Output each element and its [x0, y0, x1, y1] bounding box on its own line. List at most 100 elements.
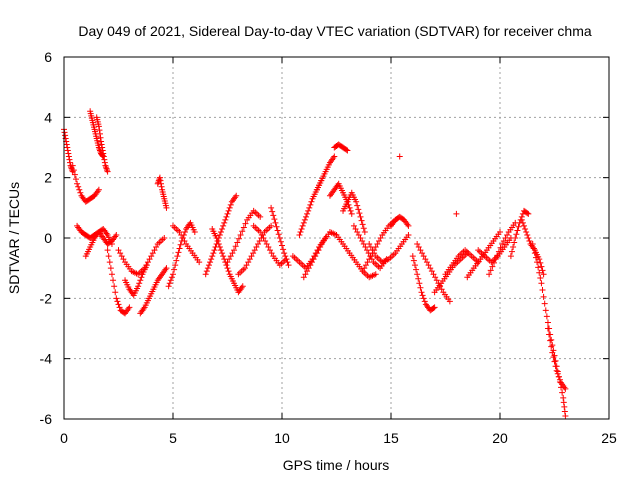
data-point — [245, 259, 252, 266]
data-point — [223, 262, 230, 269]
data-point — [272, 219, 279, 226]
data-point — [307, 262, 314, 269]
data-point — [226, 256, 233, 263]
data-point — [108, 271, 115, 278]
data-point — [250, 250, 257, 257]
data-point — [535, 264, 542, 271]
data-point — [301, 216, 308, 223]
series-track-ap — [518, 216, 547, 278]
data-point — [413, 266, 420, 273]
data-point — [300, 219, 307, 226]
data-point — [166, 280, 173, 287]
data-point — [532, 254, 539, 261]
series-track-ak — [453, 210, 460, 217]
data-point — [77, 189, 84, 196]
data-point — [362, 262, 369, 269]
data-point — [548, 343, 555, 350]
x-tick-label: 15 — [383, 430, 399, 446]
data-point — [534, 259, 541, 266]
data-point — [175, 249, 182, 256]
data-point — [171, 266, 178, 273]
data-point — [526, 238, 533, 245]
data-point — [174, 253, 181, 260]
data-point — [64, 144, 71, 151]
data-point — [520, 222, 527, 229]
data-point — [104, 247, 111, 254]
data-point — [224, 210, 231, 217]
data-point — [204, 265, 211, 272]
data-point — [433, 277, 440, 284]
series-track-ao — [507, 207, 532, 260]
data-point — [74, 180, 81, 187]
data-point — [205, 262, 212, 269]
data-point — [508, 248, 515, 255]
data-point — [343, 146, 350, 153]
data-point — [260, 235, 267, 241]
series-track-af — [396, 153, 403, 160]
data-point — [69, 162, 76, 169]
data-point — [359, 268, 366, 275]
data-point — [354, 228, 361, 235]
data-point — [64, 147, 71, 154]
data-point — [522, 225, 529, 232]
data-point — [428, 268, 435, 275]
data-point — [425, 262, 432, 269]
data-point — [417, 247, 424, 254]
data-point — [430, 305, 437, 312]
data-point — [538, 280, 545, 287]
data-point — [446, 298, 453, 305]
data-point — [494, 252, 501, 259]
data-point — [396, 153, 403, 160]
data-point — [231, 247, 238, 254]
series-track-aq — [529, 241, 569, 419]
data-point — [63, 141, 70, 148]
data-point — [362, 244, 369, 251]
data-point — [107, 265, 114, 272]
y-tick-label: 6 — [44, 49, 52, 65]
data-point — [315, 247, 322, 254]
data-point — [202, 271, 209, 278]
data-point — [71, 171, 78, 178]
data-point — [223, 213, 230, 220]
data-point — [547, 337, 554, 344]
data-point — [562, 385, 569, 392]
data-point — [173, 257, 180, 264]
data-point — [106, 259, 113, 266]
data-point — [177, 241, 184, 248]
data-point — [305, 265, 312, 272]
data-point — [410, 257, 417, 264]
data-point — [217, 228, 224, 235]
data-point — [419, 250, 426, 257]
data-point — [364, 259, 371, 266]
data-point — [115, 301, 122, 308]
data-point — [529, 241, 536, 248]
data-point — [518, 216, 525, 223]
data-point — [372, 271, 379, 278]
data-point — [524, 210, 531, 217]
data-point — [274, 227, 281, 234]
data-point — [307, 201, 314, 208]
data-point — [550, 354, 557, 361]
data-point — [540, 271, 547, 278]
data-point — [499, 241, 506, 248]
series-track-s — [268, 204, 292, 269]
series-track-aa — [333, 231, 379, 281]
data-point — [207, 259, 214, 266]
data-point — [103, 165, 110, 172]
data-point — [256, 238, 263, 245]
data-point — [100, 150, 107, 157]
data-point — [239, 283, 246, 290]
chart-title: Day 049 of 2021, Sidereal Day-to-day VTE… — [78, 23, 591, 39]
data-point — [348, 210, 355, 217]
data-point — [113, 295, 120, 302]
data-point — [224, 259, 231, 266]
data-point — [114, 298, 121, 305]
data-point — [153, 244, 160, 251]
data-point — [234, 239, 241, 246]
data-point — [524, 231, 531, 238]
data-point — [233, 192, 240, 199]
data-point — [161, 235, 168, 241]
data-point — [246, 256, 253, 263]
data-point — [308, 198, 315, 205]
data-point — [257, 213, 264, 220]
